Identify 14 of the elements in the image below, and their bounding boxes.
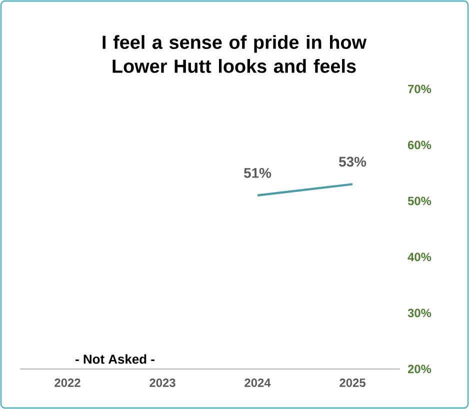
y-tick-label: 40% <box>408 252 432 262</box>
y-tick-label: 30% <box>408 308 432 318</box>
x-tick-label: 2024 <box>244 378 271 387</box>
y-tick-label: 70% <box>408 84 432 94</box>
y-tick-label: 50% <box>408 196 432 206</box>
annotation: - Not Asked - <box>76 354 154 364</box>
x-tick-label: 2022 <box>54 378 80 387</box>
data-label: 51% <box>244 168 272 178</box>
x-tick-label: 2023 <box>150 378 176 388</box>
x-tick-label: 2025 <box>340 378 366 387</box>
y-tick-label: 60% <box>408 140 432 150</box>
chart-title: I feel a sense of pride in how Lower Hutt looks and feels <box>102 35 367 73</box>
y-tick-label: 20% <box>408 364 432 374</box>
data-label: 53% <box>338 156 366 167</box>
